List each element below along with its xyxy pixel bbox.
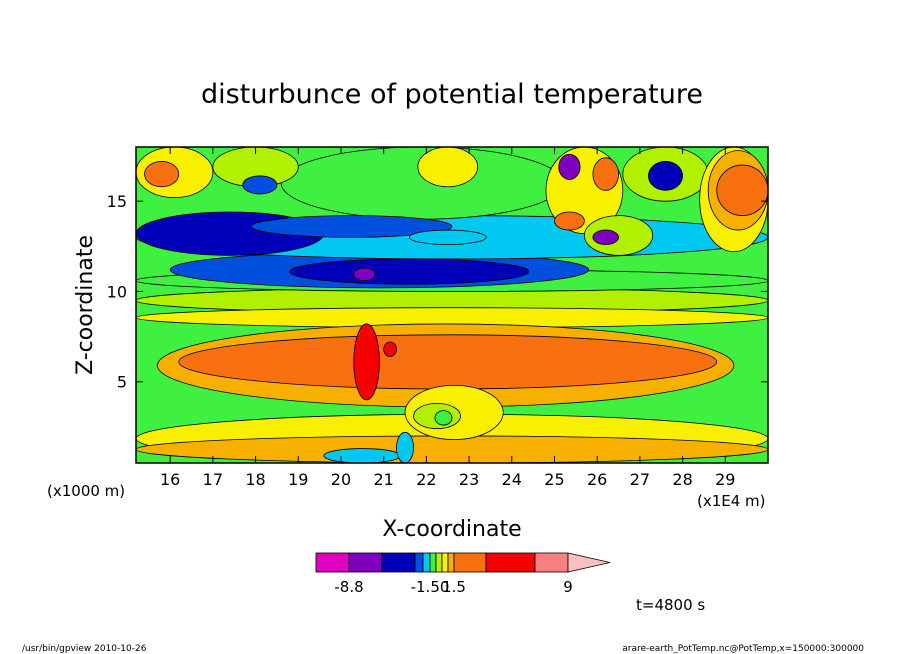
contour-region [648,161,683,191]
colorbar-label: -8.8 [334,578,363,596]
y-unit-label: (x1000 m) [47,482,125,500]
colorbar-segment [447,552,455,573]
colorbar-segment [381,552,416,573]
contour-region [592,229,619,245]
plot-frame [135,146,769,464]
colorbar-segment [414,552,424,573]
contour-region [250,215,453,238]
x-tick-label: 18 [245,470,265,489]
contour-region [135,435,769,464]
contour-region [716,164,769,217]
y-axis-label: Z-coordinate [73,235,98,375]
contour-region [434,410,453,426]
contour-region [353,323,380,401]
contour-region [242,175,278,195]
x-tick-label: 28 [672,470,692,489]
contour-region [353,267,376,282]
y-tick-label: 15 [107,192,127,211]
contour-region [408,229,487,245]
colorbar-segment [435,552,443,573]
colorbar-segment [485,552,536,573]
contour-region [383,341,397,357]
colorbar-segment [422,552,431,573]
colorbar-segment [429,552,437,573]
colorbar-segment [348,552,383,573]
footer-left: /usr/bin/gpview 2010-10-26 [22,644,147,654]
colorbar-segment [534,552,569,573]
colorbar-label: -1.50 [411,578,450,596]
contour-region [178,334,718,390]
x-unit-label: (x1E4 m) [697,492,766,510]
contour-region [323,448,402,464]
x-tick-label: 21 [373,470,393,489]
time-label: t=4800 s [636,596,705,614]
x-axis-label: X-coordinate [382,517,521,542]
colorbar-segment [441,552,449,573]
footer-right: arare-earth_PotTemp.nc@PotTemp,x=150000:… [622,644,864,654]
contour-region [592,157,619,191]
y-axis: 5 10 15 [107,192,768,392]
colorbar: -8.8 -1.501.5 9 [315,552,611,596]
y-tick-label: 10 [107,282,127,301]
x-tick-label: 20 [331,470,351,489]
x-tick-label: 24 [502,470,522,489]
x-tick-label: 26 [587,470,607,489]
colorbar-arrow [567,552,611,573]
colorbar-segment [315,552,350,573]
x-tick-label: 29 [715,470,735,489]
colorbar-segment [453,552,487,573]
y-tick-label: 5 [117,373,127,392]
x-tick-label: 25 [544,470,564,489]
x-tick-label: 17 [203,470,223,489]
contour-region [396,431,414,464]
colorbar-label: 9 [563,578,573,596]
chart-title: disturbunce of potential temperature [201,79,703,110]
x-tick-label: 22 [416,470,436,489]
contour-region [144,161,180,188]
contour-region [554,211,585,231]
contour-region [558,153,581,180]
x-tick-label: 16 [160,470,180,489]
contour-region [289,258,530,285]
x-axis: 16 17 18 19 20 21 22 23 24 25 26 27 28 29 [160,147,735,489]
x-tick-label: 19 [288,470,308,489]
x-tick-label: 23 [459,470,479,489]
plot-area [135,146,769,464]
colorbar-label: 1.5 [442,578,466,596]
x-tick-label: 27 [630,470,650,489]
